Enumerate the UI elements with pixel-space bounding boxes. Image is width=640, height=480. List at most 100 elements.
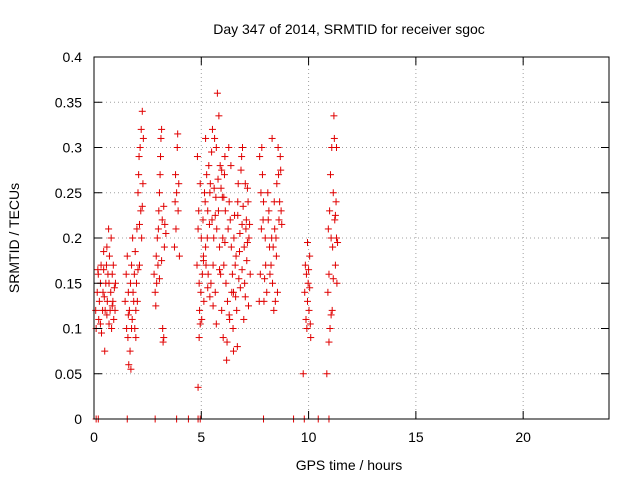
y-tick-label: 0.3 [63, 140, 83, 156]
data-point [224, 225, 232, 233]
data-point [301, 261, 309, 269]
data-point [233, 306, 241, 314]
data-point [328, 306, 336, 314]
data-point [269, 243, 277, 251]
x-tick-label: 20 [515, 429, 531, 445]
chart-title: Day 347 of 2014, SRMTID for receiver sgo… [213, 21, 485, 37]
data-point [108, 325, 116, 332]
data-point [268, 134, 276, 142]
x-axis-label: GPS time / hours [296, 457, 403, 473]
data-point [154, 261, 162, 269]
data-point [241, 180, 249, 188]
plot-frame [93, 56, 610, 420]
data-point [277, 207, 285, 215]
axis-ticks [93, 56, 609, 420]
data-point [225, 198, 233, 206]
data-point [271, 225, 279, 233]
data-point [209, 302, 217, 310]
data-point [234, 180, 242, 188]
data-point [133, 297, 141, 305]
data-point [155, 189, 163, 197]
data-point [333, 279, 341, 287]
data-point [258, 144, 266, 151]
y-tick-label: 0.35 [55, 94, 82, 110]
data-point [257, 225, 265, 233]
y-tick-label: 0.2 [63, 230, 83, 246]
data-point [108, 302, 116, 310]
data-point [326, 325, 334, 332]
data-point [217, 270, 225, 278]
data-point [128, 261, 136, 269]
data-point [155, 207, 163, 215]
data-point [272, 234, 280, 242]
data-point [227, 162, 235, 170]
data-point [158, 125, 166, 133]
data-point [332, 144, 340, 151]
x-tick-labels: 0 5 10 15 20 [90, 429, 531, 445]
data-point [256, 270, 264, 278]
data-point [170, 243, 178, 251]
data-point [305, 306, 313, 314]
data-point [332, 198, 340, 206]
data-point [175, 180, 183, 188]
data-point [245, 234, 253, 242]
data-point [195, 207, 203, 215]
data-point [266, 270, 274, 278]
data-point [303, 325, 311, 332]
data-point [171, 198, 179, 206]
data-point [246, 270, 254, 278]
data-point [218, 166, 226, 174]
data-point [197, 234, 205, 242]
data-point [123, 252, 131, 260]
data-point [257, 189, 265, 197]
data-points [92, 89, 342, 423]
data-point [152, 252, 160, 260]
data-point [304, 279, 312, 287]
data-point [235, 248, 243, 256]
data-point [306, 284, 314, 292]
data-point [221, 239, 229, 247]
data-point [131, 248, 139, 256]
data-point [242, 225, 250, 233]
data-point [101, 347, 109, 355]
data-point [233, 343, 241, 351]
data-point [231, 261, 239, 269]
data-point [198, 315, 206, 323]
data-point [98, 329, 106, 337]
data-point [208, 216, 216, 224]
data-point [160, 202, 168, 210]
data-point [223, 338, 231, 346]
data-point [155, 275, 163, 283]
data-point [200, 297, 208, 305]
data-point [329, 189, 337, 197]
data-point [135, 261, 143, 269]
data-point [234, 198, 242, 206]
data-point [111, 279, 119, 287]
data-point [109, 297, 117, 305]
data-point [199, 257, 207, 265]
data-point [267, 261, 275, 269]
data-point [204, 284, 212, 292]
x-tick-label: 15 [408, 429, 424, 445]
data-point [220, 171, 228, 179]
data-point [232, 293, 240, 301]
data-point [277, 166, 285, 174]
data-point [228, 270, 236, 278]
data-point [150, 270, 158, 278]
data-point [241, 279, 249, 287]
data-point [325, 270, 333, 278]
data-point [274, 144, 282, 151]
data-point [246, 220, 254, 228]
data-point [208, 125, 216, 133]
data-point [132, 334, 140, 342]
data-point [110, 284, 118, 292]
data-point [197, 288, 205, 296]
data-point [139, 180, 147, 188]
data-point [214, 175, 222, 183]
data-point [196, 180, 204, 188]
data-point [221, 207, 229, 215]
data-point [99, 288, 107, 296]
data-point [172, 225, 180, 233]
data-point [212, 193, 220, 201]
data-point [215, 112, 223, 120]
